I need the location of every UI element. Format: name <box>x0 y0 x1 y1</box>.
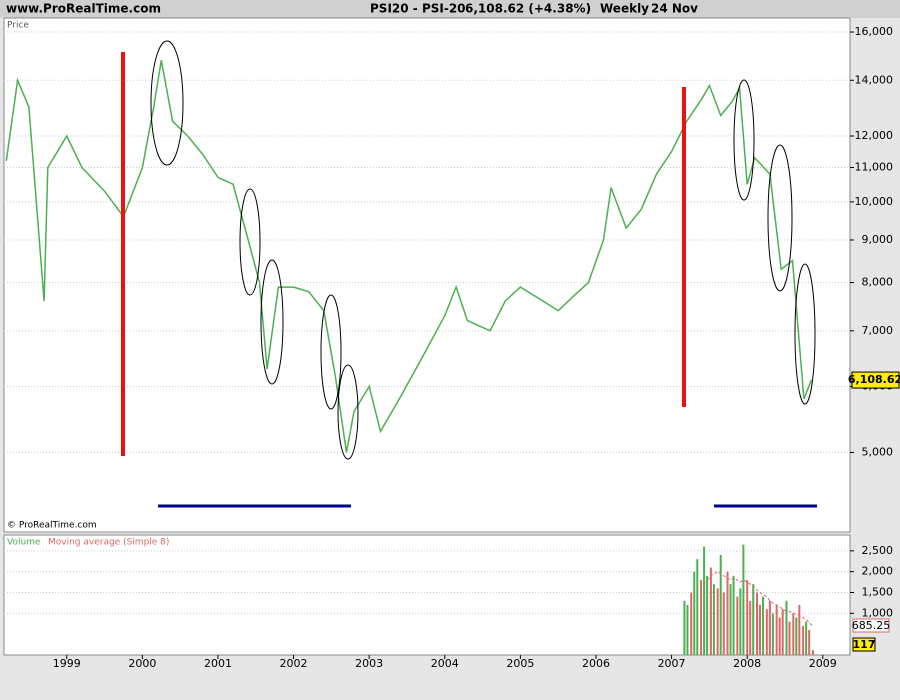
volume-bar <box>726 571 729 655</box>
x-tick-label: 2002 <box>280 657 308 670</box>
legend-volume: Volume <box>7 538 41 548</box>
volume-bar <box>719 555 722 655</box>
volume-bar <box>775 605 778 655</box>
ellipse <box>794 263 816 405</box>
x-tick-label: 2000 <box>128 657 156 670</box>
volume-bar <box>746 580 749 655</box>
volume-bar <box>683 600 686 655</box>
volume-bar <box>759 605 762 655</box>
ellipse <box>239 188 261 296</box>
volume-bar <box>736 596 739 655</box>
volume-bar <box>729 584 732 655</box>
x-tick-label: 2007 <box>658 657 686 670</box>
volume-bar <box>795 617 798 655</box>
x-tick-label: 2009 <box>809 657 837 670</box>
y-tick-label: 2,000 <box>862 565 894 578</box>
volume-bar <box>781 609 784 655</box>
ellipse <box>337 364 359 460</box>
volume-box <box>852 637 876 652</box>
volume-bar <box>778 617 781 655</box>
volume-bar <box>749 600 752 655</box>
x-tick-label: 2004 <box>431 657 459 670</box>
x-tick-label: 2001 <box>204 657 232 670</box>
y-tick-label: 16,000 <box>855 25 894 38</box>
volume-bar <box>752 584 755 655</box>
y-tick-label: 10,000 <box>855 195 894 208</box>
y-tick-label: 12,000 <box>855 129 894 142</box>
x-tick-label: 1999 <box>53 657 81 670</box>
volume-bar <box>771 613 774 655</box>
volume-panel <box>3 534 851 656</box>
volume-bar <box>732 575 735 655</box>
volume-bar <box>798 605 801 655</box>
y-tick-label: 14,000 <box>855 73 894 86</box>
volume-last-label: 117 <box>853 638 876 651</box>
volume-bar <box>765 609 768 655</box>
volume-bar <box>696 559 699 655</box>
volume-bar <box>792 613 795 655</box>
header-bar <box>0 0 900 18</box>
volume-bar <box>703 546 706 655</box>
volume-bar <box>762 596 765 655</box>
volume-bar <box>742 544 745 655</box>
y-tick-label: 7,000 <box>862 324 894 337</box>
panel-label: Price <box>7 21 29 31</box>
y-tick-label: 5,000 <box>862 445 894 458</box>
ellipse <box>733 79 755 201</box>
y-tick-label: 11,000 <box>855 160 894 173</box>
volume-bar <box>788 621 791 655</box>
legend-ma: Moving average (Simple 8) <box>48 538 169 548</box>
volume-bar <box>739 588 742 655</box>
y-tick-label: 1,500 <box>862 586 894 599</box>
volume-bar <box>693 571 696 655</box>
ellipse <box>150 40 184 166</box>
x-tick-label: 2008 <box>733 657 761 670</box>
volume-bar <box>756 592 759 655</box>
x-tick-label: 2006 <box>582 657 610 670</box>
volume-bar <box>706 575 709 655</box>
period: Weekly <box>600 2 649 16</box>
volume-bar <box>811 650 814 655</box>
volume-bar <box>690 592 693 655</box>
volume-bar <box>722 592 725 655</box>
y-tick-label: 1,000 <box>862 606 894 619</box>
volume-bar <box>712 584 715 655</box>
volume-bar <box>768 600 771 655</box>
x-tick-label: 2003 <box>355 657 383 670</box>
moving-average <box>706 571 814 627</box>
last-price-label: 6,108.62 <box>848 373 900 386</box>
date: 24 Nov <box>651 2 698 16</box>
volume-bar <box>686 605 689 655</box>
site: www.ProRealTime.com <box>6 2 161 16</box>
volume-bar <box>805 621 808 655</box>
volume-bar <box>716 588 719 655</box>
ellipse <box>767 144 793 292</box>
y-tick-label: 9,000 <box>862 233 894 246</box>
last-price-box <box>851 371 900 389</box>
volume-bar <box>709 567 712 655</box>
volume-bar <box>802 625 805 655</box>
copyright: © ProRealTime.com <box>7 521 97 531</box>
y-tick-label: 8,000 <box>862 276 894 289</box>
volume-bar <box>700 580 703 655</box>
last-quote: 6,108.62 (+4.38%) <box>465 2 591 16</box>
volume-bar <box>785 600 788 655</box>
ma-last-label: 685.25 <box>852 619 891 632</box>
price-panel <box>3 17 851 533</box>
x-tick-label: 2005 <box>506 657 534 670</box>
instrument: PSI20 - PSI-20 <box>370 2 466 16</box>
volume-bar <box>808 630 811 655</box>
y-tick-label: 2,500 <box>862 544 894 557</box>
ellipse <box>320 294 342 410</box>
annotations <box>121 40 817 508</box>
ellipse <box>260 259 284 385</box>
ma-box <box>852 618 890 633</box>
